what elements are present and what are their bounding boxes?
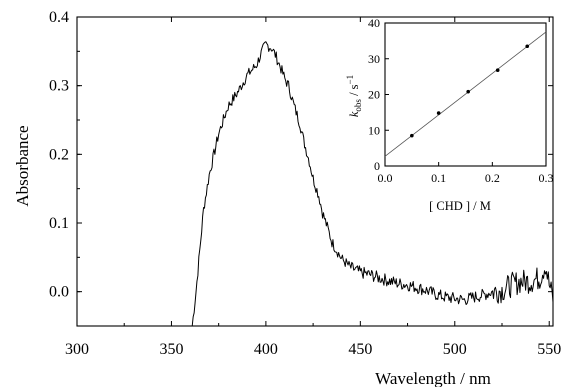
inset-x-axis-title: [ CHD ] / M xyxy=(429,199,491,213)
x-tick-label: 400 xyxy=(254,341,278,358)
inset-y-tick-label: 30 xyxy=(368,52,380,66)
inset-data-point xyxy=(466,89,470,94)
y-tick-label: 0.4 xyxy=(49,9,69,26)
inset-x-tick-label: 0.1 xyxy=(431,171,446,185)
inset-y-axis-title: kobs / s−1 xyxy=(345,75,363,117)
inset-x-tick-label: 0.3 xyxy=(539,171,554,185)
x-tick-label: 500 xyxy=(443,341,467,358)
inset-y-tick-label: 20 xyxy=(368,88,380,102)
x-tick-label: 300 xyxy=(65,341,89,358)
inset-data-point xyxy=(410,133,414,138)
inset-y-axis-title-sup: −1 xyxy=(345,75,355,85)
x-axis-title: Wavelength / nm xyxy=(375,369,491,387)
inset-data-point xyxy=(525,44,530,49)
y-axis-title: Absorbance xyxy=(13,125,32,206)
inset-series-group xyxy=(384,31,547,157)
inset-data-point xyxy=(436,111,441,115)
inset-y-tick-label: 10 xyxy=(368,123,380,137)
inset-x-tick-label: 0.0 xyxy=(378,171,393,185)
x-tick-label: 450 xyxy=(348,341,372,358)
inset-y-tick-label: 0 xyxy=(374,159,380,173)
inset-fit-line xyxy=(384,31,547,157)
inset-axis-ticks xyxy=(384,22,547,167)
absorbance-spectrum-line xyxy=(191,41,554,327)
inset-data-point xyxy=(495,68,500,72)
inset-y-tick-label: 40 xyxy=(368,16,380,30)
x-tick-label: 350 xyxy=(159,341,183,358)
inset-x-tick-label: 0.2 xyxy=(485,171,500,185)
inset-y-axis-title-main: k xyxy=(347,111,361,117)
y-tick-label: 0.3 xyxy=(49,78,69,95)
y-tick-label: 0.0 xyxy=(49,284,69,301)
main-plot-border xyxy=(76,16,554,327)
x-tick-label: 550 xyxy=(537,341,561,358)
inset-y-axis-title-unit: / s xyxy=(347,84,361,99)
y-tick-label: 0.2 xyxy=(49,146,69,163)
main-axis-ticks xyxy=(76,16,553,327)
inset-tick-labels: 0.0 0.1 0.2 0.3 0 10 20 30 40 xyxy=(368,16,554,185)
y-tick-label: 0.1 xyxy=(49,215,69,232)
main-series-group xyxy=(191,41,554,327)
inset-y-axis-title-sub: obs xyxy=(353,99,363,112)
main-plot-frame xyxy=(76,16,554,327)
